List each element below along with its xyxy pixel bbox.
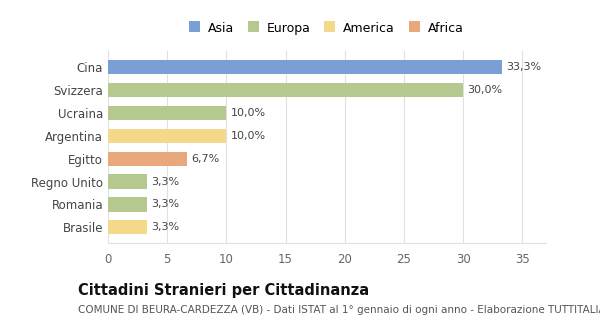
Bar (108, 60, 502, 74)
Bar (108, 83, 463, 97)
Bar (108, 220, 147, 235)
Text: 3,3%: 3,3% (151, 199, 179, 210)
Text: 3,3%: 3,3% (151, 222, 179, 232)
Text: COMUNE DI BEURA-CARDEZZA (VB) - Dati ISTAT al 1° gennaio di ogni anno - Elaboraz: COMUNE DI BEURA-CARDEZZA (VB) - Dati IST… (78, 305, 600, 315)
Text: 10,0%: 10,0% (230, 108, 266, 118)
Bar (108, 197, 147, 212)
Legend: Asia, Europa, America, Africa: Asia, Europa, America, Africa (188, 19, 466, 37)
Text: Cittadini Stranieri per Cittadinanza: Cittadini Stranieri per Cittadinanza (78, 283, 369, 298)
Text: 33,3%: 33,3% (506, 62, 541, 72)
Text: 3,3%: 3,3% (151, 177, 179, 187)
Bar (108, 129, 226, 143)
Text: 6,7%: 6,7% (191, 154, 220, 164)
Bar (108, 152, 187, 166)
Text: 10,0%: 10,0% (230, 131, 266, 141)
Bar (108, 174, 147, 189)
Text: 30,0%: 30,0% (467, 85, 502, 95)
Bar (108, 106, 226, 120)
